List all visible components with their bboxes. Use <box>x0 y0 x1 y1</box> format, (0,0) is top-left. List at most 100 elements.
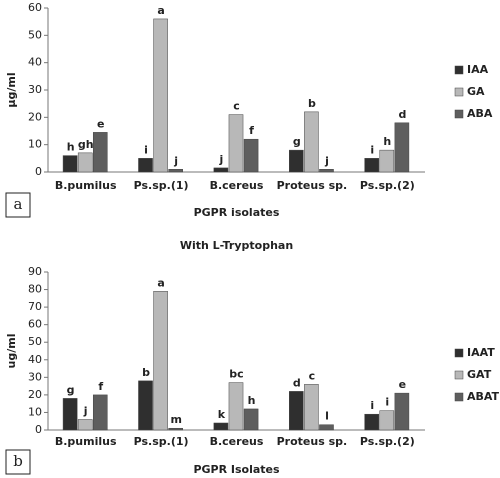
panel-box <box>5 192 31 218</box>
bar-annotation: c <box>309 369 316 382</box>
panel-box <box>5 449 31 475</box>
bar-annotation: l <box>325 410 329 423</box>
bar-annotation: e <box>97 117 104 130</box>
y-tick-label: 10 <box>28 405 42 418</box>
bar-annotation: b <box>308 97 316 110</box>
y-tick-label: 0 <box>35 423 42 436</box>
legend-swatch <box>454 370 464 380</box>
bar-annotation: h <box>248 394 256 407</box>
x-tick-label: B.pumilus <box>55 435 117 448</box>
legend-swatch <box>454 348 464 358</box>
bar <box>153 291 168 431</box>
bar <box>92 394 108 431</box>
bar <box>62 155 78 173</box>
legend-label: GA <box>467 85 485 98</box>
y-tick-label: 50 <box>28 28 42 41</box>
legend-swatch <box>454 87 464 97</box>
y-tick-label: 20 <box>28 110 42 123</box>
chart-title: With L-Tryptophan <box>180 239 293 252</box>
x-tick-label: B.cereus <box>210 435 264 448</box>
bar <box>319 424 334 431</box>
bar-annotation: i <box>144 143 148 156</box>
bar <box>289 149 304 173</box>
bar <box>168 169 183 173</box>
bar <box>394 392 410 431</box>
x-tick-label: Proteus sp. <box>277 435 348 448</box>
bar <box>92 132 108 173</box>
legend-label: GAT <box>467 368 492 381</box>
legend-swatch <box>454 109 464 119</box>
bar <box>394 122 410 173</box>
bar <box>243 138 259 173</box>
y-tick-label: 60 <box>28 1 42 14</box>
y-axis-label: ug/ml <box>5 334 18 369</box>
legend-label: ABA <box>467 107 493 120</box>
bar-annotation: h <box>383 135 391 148</box>
x-tick-label: Proteus sp. <box>277 179 348 192</box>
bar-annotation: j <box>324 154 329 167</box>
legend-swatch <box>454 65 464 75</box>
x-tick-label: Ps.sp.(2) <box>360 179 415 192</box>
bar-annotation: a <box>157 276 164 289</box>
legend-swatch <box>454 392 464 402</box>
bar <box>289 391 304 431</box>
bar <box>243 408 259 431</box>
y-tick-label: 90 <box>28 265 42 278</box>
legend-label: ABAT <box>467 390 500 403</box>
bar-annotation: g <box>67 383 75 396</box>
bar-annotation: i <box>370 143 374 156</box>
bar <box>213 422 229 431</box>
bar <box>228 382 244 431</box>
bar-annotation: f <box>249 124 254 137</box>
bar <box>77 152 93 173</box>
x-tick-label: Ps.sp.(1) <box>134 179 189 192</box>
y-tick-label: 20 <box>28 388 42 401</box>
x-tick-label: B.pumilus <box>55 179 117 192</box>
x-axis-label: PGPR isolates <box>194 206 280 219</box>
y-tick-label: 30 <box>28 83 42 96</box>
bar-annotation: b <box>142 366 150 379</box>
bar-annotation: f <box>98 380 103 393</box>
bar-annotation: h <box>67 141 75 154</box>
bar-annotation: gh <box>78 138 94 151</box>
bar-annotation: e <box>399 378 406 391</box>
bar <box>379 410 395 431</box>
x-axis-label: PGPR Isolates <box>193 463 280 476</box>
bar <box>304 384 319 431</box>
bar <box>379 149 395 173</box>
bar <box>304 111 319 173</box>
bar-annotation: c <box>233 100 240 113</box>
x-tick-label: B.cereus <box>210 179 264 192</box>
bar <box>62 398 78 431</box>
x-tick-label: Ps.sp.(1) <box>134 435 189 448</box>
legend-label: IAAT <box>467 346 495 359</box>
bar <box>228 114 244 173</box>
bar <box>319 169 334 173</box>
legend-label: IAA <box>467 63 489 76</box>
y-tick-label: 0 <box>35 165 42 178</box>
bar-annotation: d <box>293 376 301 389</box>
bar-annotation: d <box>398 108 406 121</box>
bar <box>364 413 380 431</box>
bar-annotation: j <box>219 153 224 166</box>
bar <box>153 18 168 173</box>
bar <box>364 158 380 173</box>
y-tick-label: 70 <box>28 300 42 313</box>
y-tick-label: 30 <box>28 370 42 383</box>
bar <box>213 167 229 173</box>
bar-annotation: i <box>370 399 374 412</box>
bar <box>138 380 153 431</box>
y-tick-label: 10 <box>28 138 42 151</box>
bar-annotation: k <box>218 408 226 421</box>
bar <box>77 419 93 431</box>
bar-annotation: j <box>83 404 88 417</box>
x-tick-label: Ps.sp.(2) <box>360 435 415 448</box>
bar-annotation: i <box>385 396 389 409</box>
bar <box>138 158 153 173</box>
panel-label: b <box>13 452 23 470</box>
y-axis-label: µg/ml <box>5 72 18 107</box>
bar-annotation: j <box>173 154 178 167</box>
y-tick-label: 40 <box>28 56 42 69</box>
y-tick-label: 50 <box>28 335 42 348</box>
